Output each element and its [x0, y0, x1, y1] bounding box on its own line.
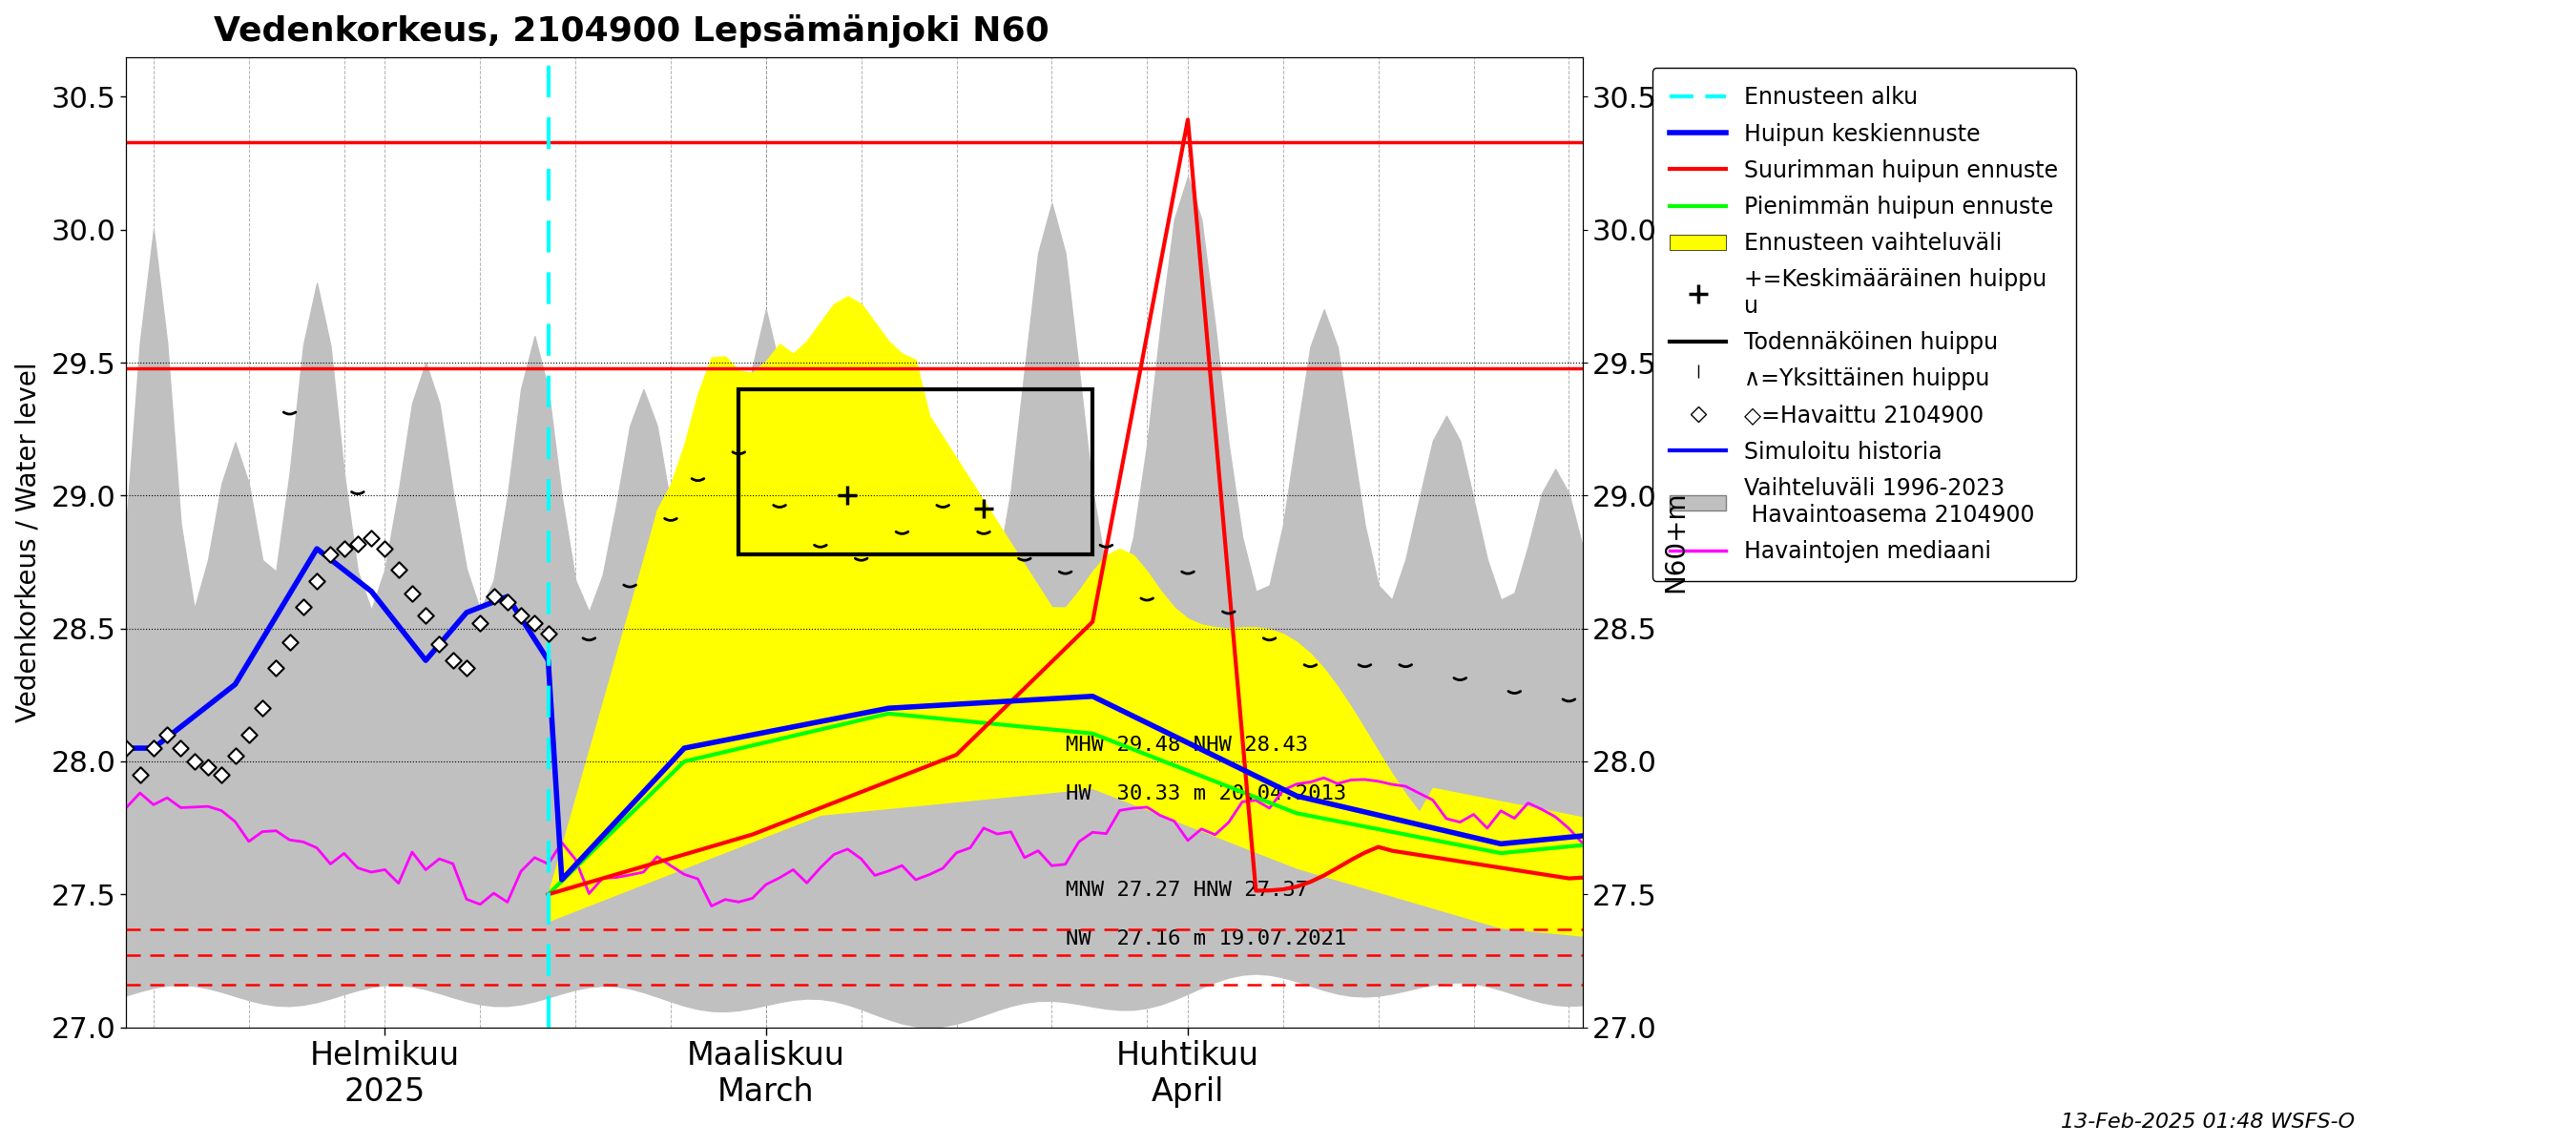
Point: [188, 758, 229, 776]
Point: [433, 652, 474, 670]
Point: [173, 752, 214, 771]
Point: [500, 606, 541, 624]
Point: [214, 747, 255, 765]
Point: [459, 614, 500, 632]
Point: [404, 606, 446, 624]
Point: [118, 766, 160, 784]
Text: MHW 29.48 NHW 28.43: MHW 29.48 NHW 28.43: [1066, 735, 1309, 755]
Bar: [739, 389, 1092, 554]
Point: [283, 598, 325, 616]
Text: MNW 27.27 HNW 27.37: MNW 27.27 HNW 27.37: [1066, 881, 1309, 900]
Point: [446, 660, 487, 678]
Point: [325, 539, 366, 558]
Y-axis label: Vedenkorkeus / Water level: Vedenkorkeus / Water level: [15, 362, 41, 722]
Point: [474, 587, 515, 606]
Legend: Ennusteen alku, Huipun keskiennuste, Suurimman huipun ennuste, Pienimmän huipun : Ennusteen alku, Huipun keskiennuste, Suu…: [1651, 69, 2076, 581]
Point: [242, 700, 283, 718]
Text: NW  27.16 m 19.07.2021: NW 27.16 m 19.07.2021: [1066, 930, 1347, 948]
Text: Vedenkorkeus, 2104900 Lepsämänjoki N60: Vedenkorkeus, 2104900 Lepsämänjoki N60: [214, 14, 1048, 48]
Point: [337, 535, 379, 553]
Point: [392, 585, 433, 603]
Point: [350, 529, 392, 547]
Point: [528, 625, 569, 643]
Point: [515, 614, 556, 632]
Point: [147, 726, 188, 744]
Point: [268, 633, 309, 652]
Point: [106, 739, 147, 757]
Point: [363, 539, 404, 558]
Point: [379, 561, 420, 579]
Point: [296, 571, 337, 590]
Point: [160, 739, 201, 757]
Point: [229, 726, 270, 744]
Point: [420, 635, 461, 654]
Text: HW  30.33 m 20.04.2013: HW 30.33 m 20.04.2013: [1066, 784, 1347, 803]
Point: [487, 593, 528, 611]
Point: [201, 766, 242, 784]
Point: [134, 739, 175, 757]
Point: [309, 545, 350, 563]
Text: 13-Feb-2025 01:48 WSFS-O: 13-Feb-2025 01:48 WSFS-O: [2061, 1113, 2354, 1131]
Y-axis label: N60+m: N60+m: [1662, 491, 1687, 593]
Point: [255, 660, 296, 678]
